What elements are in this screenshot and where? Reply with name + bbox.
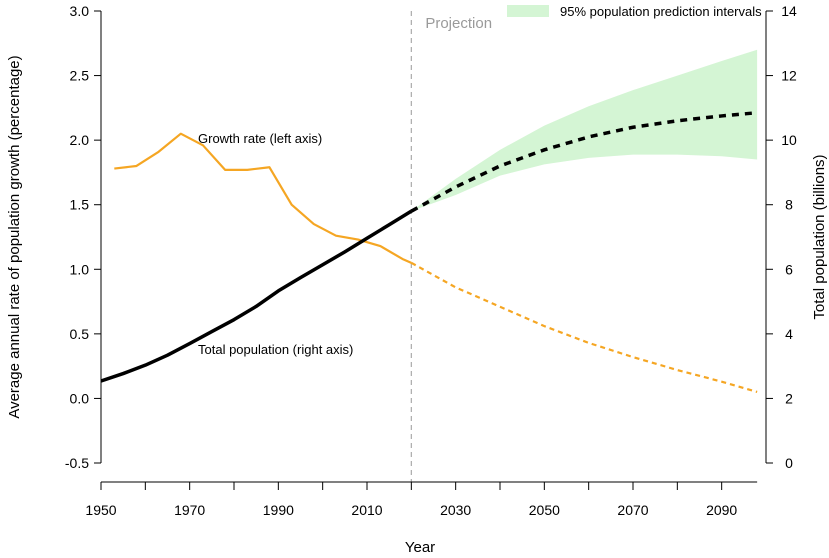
prediction-interval-band <box>411 49 758 212</box>
left-tick-label: 2.5 <box>70 68 90 84</box>
x-tick-label: 1990 <box>263 502 294 518</box>
x-tick-label: 2090 <box>706 502 737 518</box>
right-tick-label: 6 <box>785 261 793 277</box>
right-tick-label: 2 <box>785 390 793 406</box>
x-tick-label: 1950 <box>85 502 116 518</box>
x-tick-label: 2010 <box>351 502 382 518</box>
right-tick-label: 8 <box>785 197 793 213</box>
right-y-axis-title: Total population (billions) <box>811 154 828 319</box>
left-tick-label: 1.0 <box>70 261 90 277</box>
x-axis-title: Year <box>405 539 435 556</box>
legend-swatch <box>507 5 549 17</box>
total-population-annotation: Total population (right axis) <box>198 342 353 357</box>
population-projected-line <box>410 110 758 213</box>
right-tick-label: 0 <box>785 455 793 471</box>
left-tick-label: 2.0 <box>70 132 90 148</box>
right-tick-label: 14 <box>781 3 797 19</box>
left-tick-label: 1.5 <box>70 197 90 213</box>
left-tick-label: 0.5 <box>70 326 90 342</box>
legend-label: 95% population prediction intervals <box>560 4 762 19</box>
x-tick-label: 2070 <box>617 502 648 518</box>
left-y-axis-title: Average annual rate of population growth… <box>6 55 23 418</box>
population-observed-line <box>100 209 413 383</box>
right-tick-label: 4 <box>785 326 793 342</box>
series-layer <box>100 110 758 394</box>
x-tick-label: 1970 <box>174 502 205 518</box>
x-tick-label: 2030 <box>440 502 471 518</box>
ticks-layer: 3.0 2.5 2.0 1.5 1.0 0.5 0.0 -0.5 14 12 10 8 6 4 2 0 1950… <box>65 3 797 518</box>
legend: 95% population prediction intervals <box>507 4 762 19</box>
growth-rate-annotation: Growth rate (left axis) <box>198 131 322 146</box>
growth-rate-observed-line <box>114 132 412 264</box>
left-tick-label: -0.5 <box>65 455 89 471</box>
right-tick-label: 12 <box>781 68 797 84</box>
left-tick-label: 3.0 <box>70 3 90 19</box>
prediction-interval-layer <box>411 49 758 212</box>
projection-label: Projection <box>425 15 492 32</box>
growth-rate-projected-line <box>410 261 758 394</box>
right-tick-label: 10 <box>781 132 797 148</box>
x-tick-label: 2050 <box>529 502 560 518</box>
left-tick-label: 0.0 <box>70 390 90 406</box>
